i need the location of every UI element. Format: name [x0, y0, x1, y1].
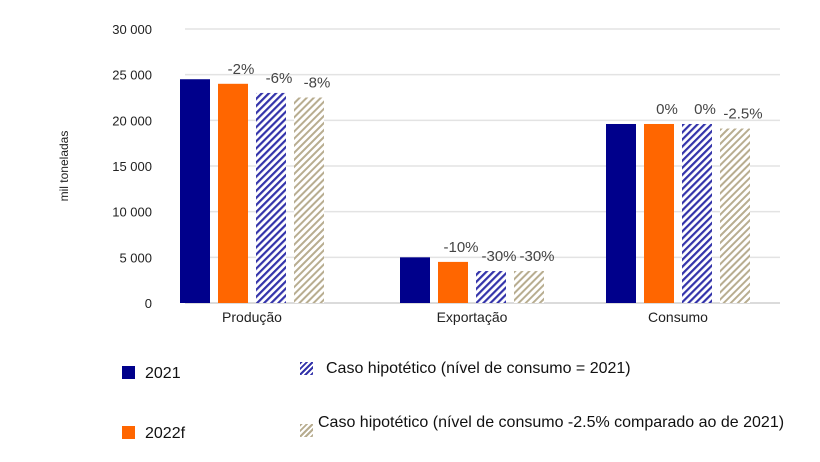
bar — [682, 123, 712, 303]
y-tick-label: 5 000 — [119, 250, 152, 265]
data-label: -2.5% — [723, 106, 762, 123]
y-axis-label: mil toneladas — [57, 131, 71, 202]
legend-label: Caso hipotético (nível de consumo -2.5% … — [318, 414, 785, 431]
data-label: -8% — [304, 75, 331, 92]
y-tick-label: 25 000 — [112, 68, 152, 83]
data-label: -10% — [443, 239, 478, 256]
legend-swatch — [122, 426, 135, 439]
bar — [218, 83, 248, 303]
bar — [400, 257, 430, 303]
bar — [180, 79, 210, 303]
y-tick-label: 10 000 — [112, 205, 152, 220]
y-tick-label: 15 000 — [112, 159, 152, 174]
x-tick-label: Exportação — [437, 309, 508, 325]
bar — [606, 123, 636, 303]
data-label: -30% — [481, 248, 516, 265]
legend-swatch — [122, 366, 135, 379]
y-tick-label: 20 000 — [112, 113, 152, 128]
x-tick-label: Produção — [222, 309, 282, 325]
data-label: -6% — [266, 70, 293, 87]
bar — [438, 261, 468, 303]
x-tick-label: Consumo — [648, 309, 708, 325]
bar — [644, 123, 674, 303]
data-label: -2% — [228, 61, 255, 78]
legend-label: 2022f — [145, 425, 186, 442]
legend-swatch — [300, 424, 313, 437]
legend-label: Caso hipotético (nível de consumo = 2021… — [326, 360, 631, 377]
legend-swatch — [300, 362, 313, 375]
data-label: 0% — [656, 101, 678, 118]
bar — [514, 271, 544, 303]
y-tick-label: 0 — [145, 296, 152, 311]
bar — [720, 128, 750, 303]
bar — [476, 271, 506, 303]
bar — [256, 92, 286, 303]
y-tick-label: 30 000 — [112, 22, 152, 37]
bar — [294, 97, 324, 303]
data-label: -30% — [519, 248, 554, 265]
data-label: 0% — [694, 101, 716, 118]
legend-label: 2021 — [145, 365, 181, 382]
